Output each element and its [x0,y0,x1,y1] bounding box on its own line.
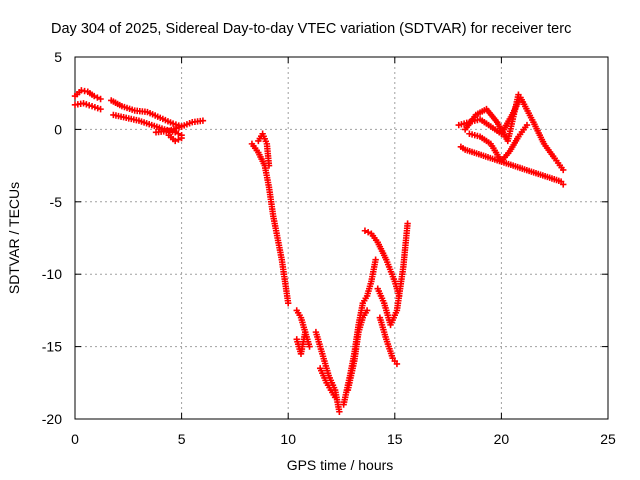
data-point [97,105,104,113]
y-tick-label: -15 [42,339,62,355]
axis-ticks [74,56,609,420]
x-tick-label: 20 [494,431,510,447]
x-tick-label: 5 [178,431,186,447]
plot-frame [74,56,609,420]
data-point [265,162,273,169]
data-point [393,360,401,368]
y-tick-label: 0 [54,121,62,137]
data-point [331,394,339,401]
x-tick-label: 15 [387,431,403,447]
y-axis-label: SDTVAR / TECUs [6,182,22,294]
data-point [178,134,185,142]
data-points [71,87,567,415]
y-tick-label: -5 [50,194,63,210]
x-tick-label: 0 [71,431,79,447]
x-tick-label: 25 [600,431,616,447]
data-point [336,408,343,415]
data-point [285,299,292,307]
data-point [363,307,371,314]
data-point [97,95,104,103]
x-axis-label: GPS time / hours [287,457,394,473]
grid-lines [75,57,608,419]
data-point [560,166,567,174]
data-point [302,328,309,336]
data-point [372,256,379,263]
data-point [560,181,567,188]
y-tick-label: 5 [54,49,62,65]
tick-labels: 0 5 10 15 20 25 5 0 -5 -10 -15 -20 [42,49,616,447]
chart-title: Day 304 of 2025, Sidereal Day-to-day VTE… [51,21,571,37]
data-point [199,117,207,124]
data-point [306,343,313,350]
y-tick-label: -20 [42,411,62,427]
x-tick-label: 10 [280,431,296,447]
data-point [515,91,522,98]
data-point [404,220,411,227]
data-point [523,121,531,129]
y-tick-label: -10 [42,266,62,282]
